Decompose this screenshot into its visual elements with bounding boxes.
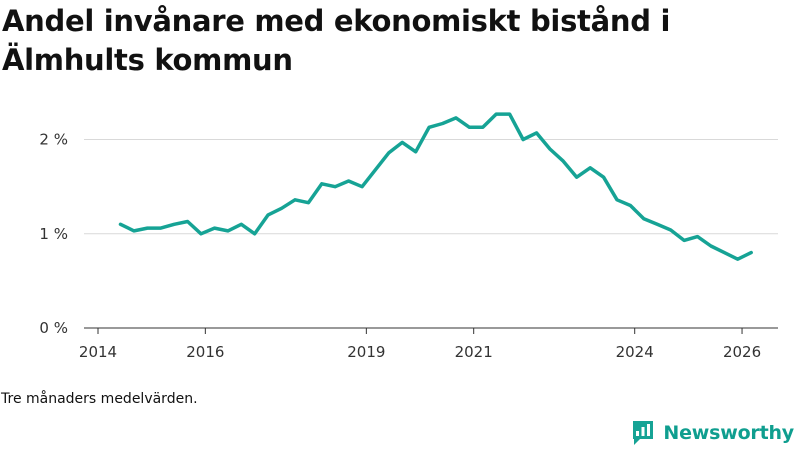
- y-tick-label: 1 %: [39, 225, 68, 243]
- y-tick-label: 0 %: [39, 319, 68, 337]
- line-chart: 0 % 1 % 2 % 2014 2016 2019 2021 2024 2026: [39, 112, 778, 361]
- gridlines: [84, 139, 778, 235]
- x-tick-label: 2021: [455, 343, 493, 361]
- footnote: Tre månaders medelvärden.: [1, 391, 198, 407]
- x-tick-label: 2016: [186, 343, 224, 361]
- brand-logo: Newsworthy: [631, 420, 794, 446]
- chart-title: Andel invånare med ekonomiskt bistånd i …: [2, 4, 671, 77]
- series-line: [118, 112, 753, 261]
- y-axis: 0 % 1 % 2 %: [39, 131, 68, 337]
- series-group: [118, 112, 753, 261]
- x-tick-label: 2019: [347, 343, 385, 361]
- y-tick-label: 2 %: [39, 131, 68, 149]
- x-axis: 2014 2016 2019 2021 2024 2026: [79, 327, 778, 361]
- brand-name: Newsworthy: [663, 422, 794, 444]
- newsworthy-logo-icon: [633, 421, 654, 445]
- x-tick-label: 2024: [616, 343, 654, 361]
- x-tick-label: 2014: [79, 343, 117, 361]
- x-tick-label: 2026: [723, 343, 761, 361]
